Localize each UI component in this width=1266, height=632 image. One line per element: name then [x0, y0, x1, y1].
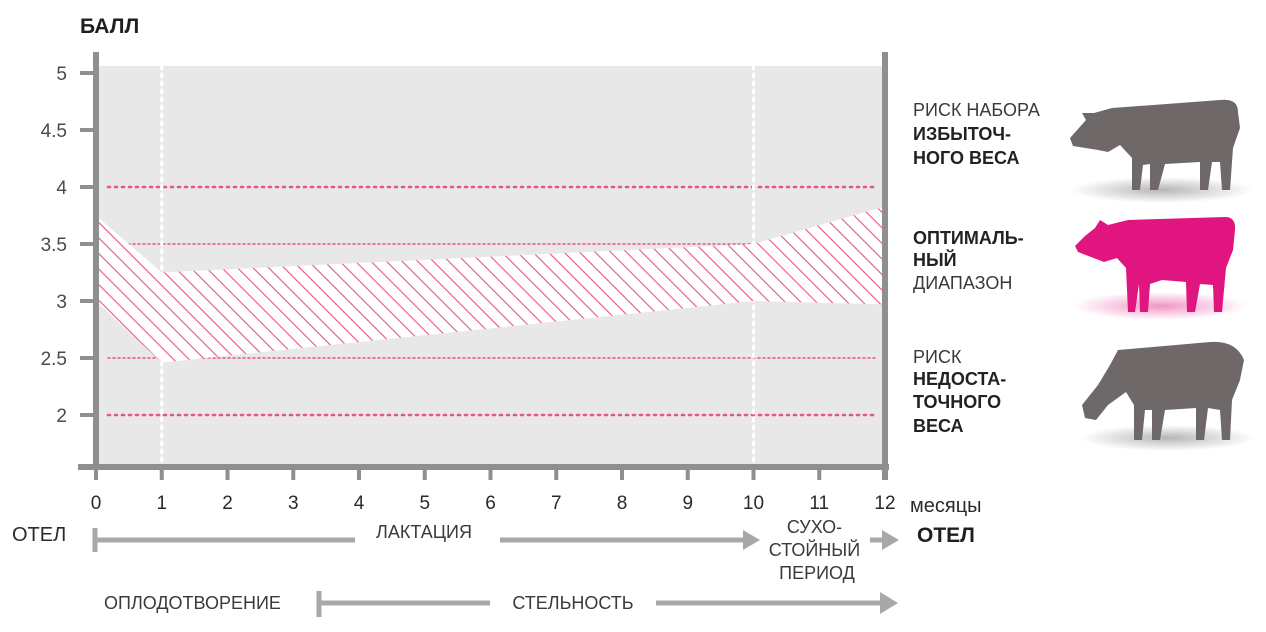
legend-optimal-line3: ДИАПАЗОН [913, 273, 1012, 293]
y-tick-label: 2 [56, 406, 67, 427]
legend-underweight-line3: ТОЧНОГО [913, 392, 1001, 412]
cow-grazing-icon [1082, 341, 1244, 440]
y-axis-title: БАЛЛ [80, 15, 139, 38]
x-tick-label: 3 [288, 493, 299, 514]
x-tick-label: 10 [743, 493, 764, 514]
lactation-arrow-head [743, 530, 760, 550]
x-tick-label: 2 [222, 493, 233, 514]
y-tick-label: 3 [56, 292, 67, 313]
optimal-range-band [96, 206, 885, 363]
cow-shadow [1080, 425, 1256, 451]
cow-shadow [1072, 292, 1248, 320]
legend-underweight-line1: РИСК [913, 347, 962, 367]
x-tick-label: 6 [485, 493, 496, 514]
legend-overweight: РИСК НАБОРА ИЗБЫТОЧ- НОГО ВЕСА [913, 99, 1254, 203]
legend-overweight-line1: РИСК НАБОРА [913, 100, 1040, 120]
pregnancy-arrow-head [880, 592, 898, 614]
legend-overweight-line3: НОГО ВЕСА [913, 148, 1020, 168]
legend-underweight-line2: НЕДОСТА- [913, 369, 1006, 389]
x-tick-label: 8 [617, 493, 628, 514]
x-tick-label: 9 [682, 493, 693, 514]
insemination-label: ОПЛОДОТВОРЕНИЕ [104, 593, 281, 613]
legend-underweight-line4: ВЕСА [913, 416, 964, 436]
y-tick-label: 5 [56, 64, 67, 85]
y-tick-label: 3.5 [41, 235, 67, 256]
legend-overweight-line2: ИЗБЫТОЧ- [913, 124, 1011, 144]
x-tick-label: 7 [551, 493, 562, 514]
calving-right-label: ОТЕЛ [917, 524, 975, 547]
x-tick-label: 5 [419, 493, 430, 514]
cow-standing-icon [1075, 217, 1236, 312]
x-tick-label: 12 [874, 493, 895, 514]
x-tick-label: 1 [156, 493, 167, 514]
legend-underweight: РИСК НЕДОСТА- ТОЧНОГО ВЕСА [913, 341, 1256, 451]
lactation-label: ЛАКТАЦИЯ [376, 522, 472, 542]
y-tick-label: 4 [56, 178, 67, 199]
dry-period-label: СУХО- СТОЙНЫЙ ПЕРИОД [769, 517, 865, 583]
x-unit-label: месяцы [910, 495, 982, 517]
calving-left-label: ОТЕЛ [12, 524, 66, 546]
x-tick-label: 0 [91, 493, 102, 514]
dry-period-arrow-head [882, 530, 899, 550]
cow-standing-icon [1070, 99, 1240, 190]
pregnancy-label: СТЕЛЬНОСТЬ [512, 593, 633, 613]
legend-optimal-line1: ОПТИМАЛЬ- [913, 228, 1024, 248]
x-tick-label: 11 [809, 493, 829, 514]
legend-optimal-line2: НЫЙ [913, 249, 957, 270]
x-tick-label: 4 [354, 493, 365, 514]
y-tick-label: 4.5 [41, 121, 67, 142]
legend-optimal: ОПТИМАЛЬ- НЫЙ ДИАПАЗОН [913, 217, 1248, 320]
y-tick-label: 2.5 [41, 349, 67, 370]
